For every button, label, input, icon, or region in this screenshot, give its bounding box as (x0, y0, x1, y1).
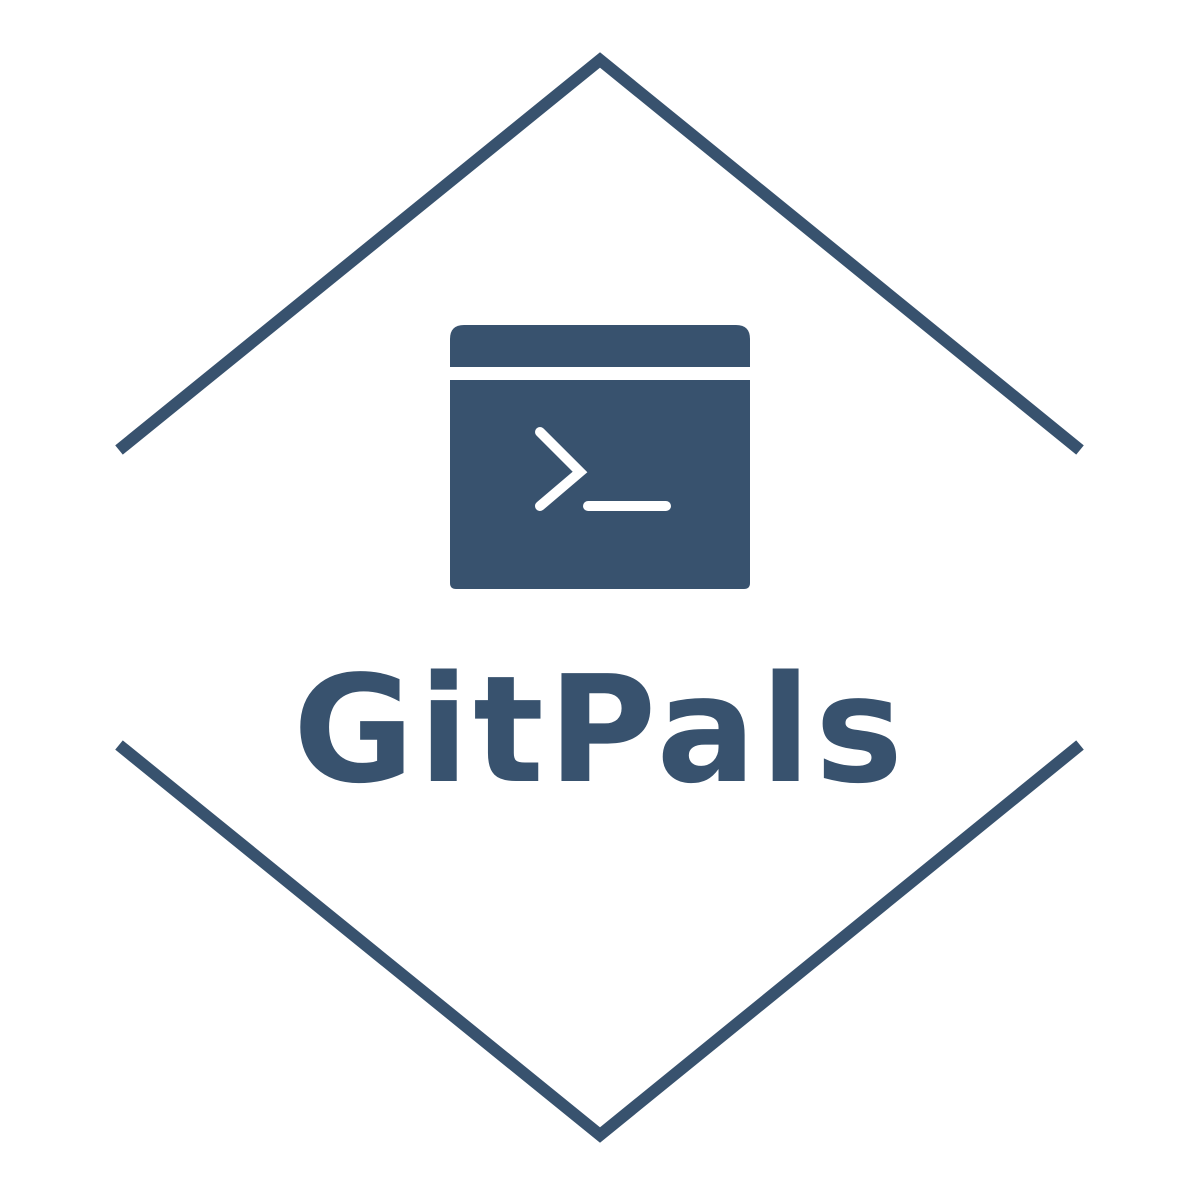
diamond-frame-bottom (115, 740, 1084, 1143)
terminal-window-icon (450, 325, 750, 589)
terminal-title-bar (450, 325, 750, 367)
terminal-prompt-chevron (535, 427, 588, 511)
terminal-body (450, 380, 750, 589)
brand-name: GitPals (292, 644, 908, 816)
diamond-frame-top (115, 52, 1084, 455)
